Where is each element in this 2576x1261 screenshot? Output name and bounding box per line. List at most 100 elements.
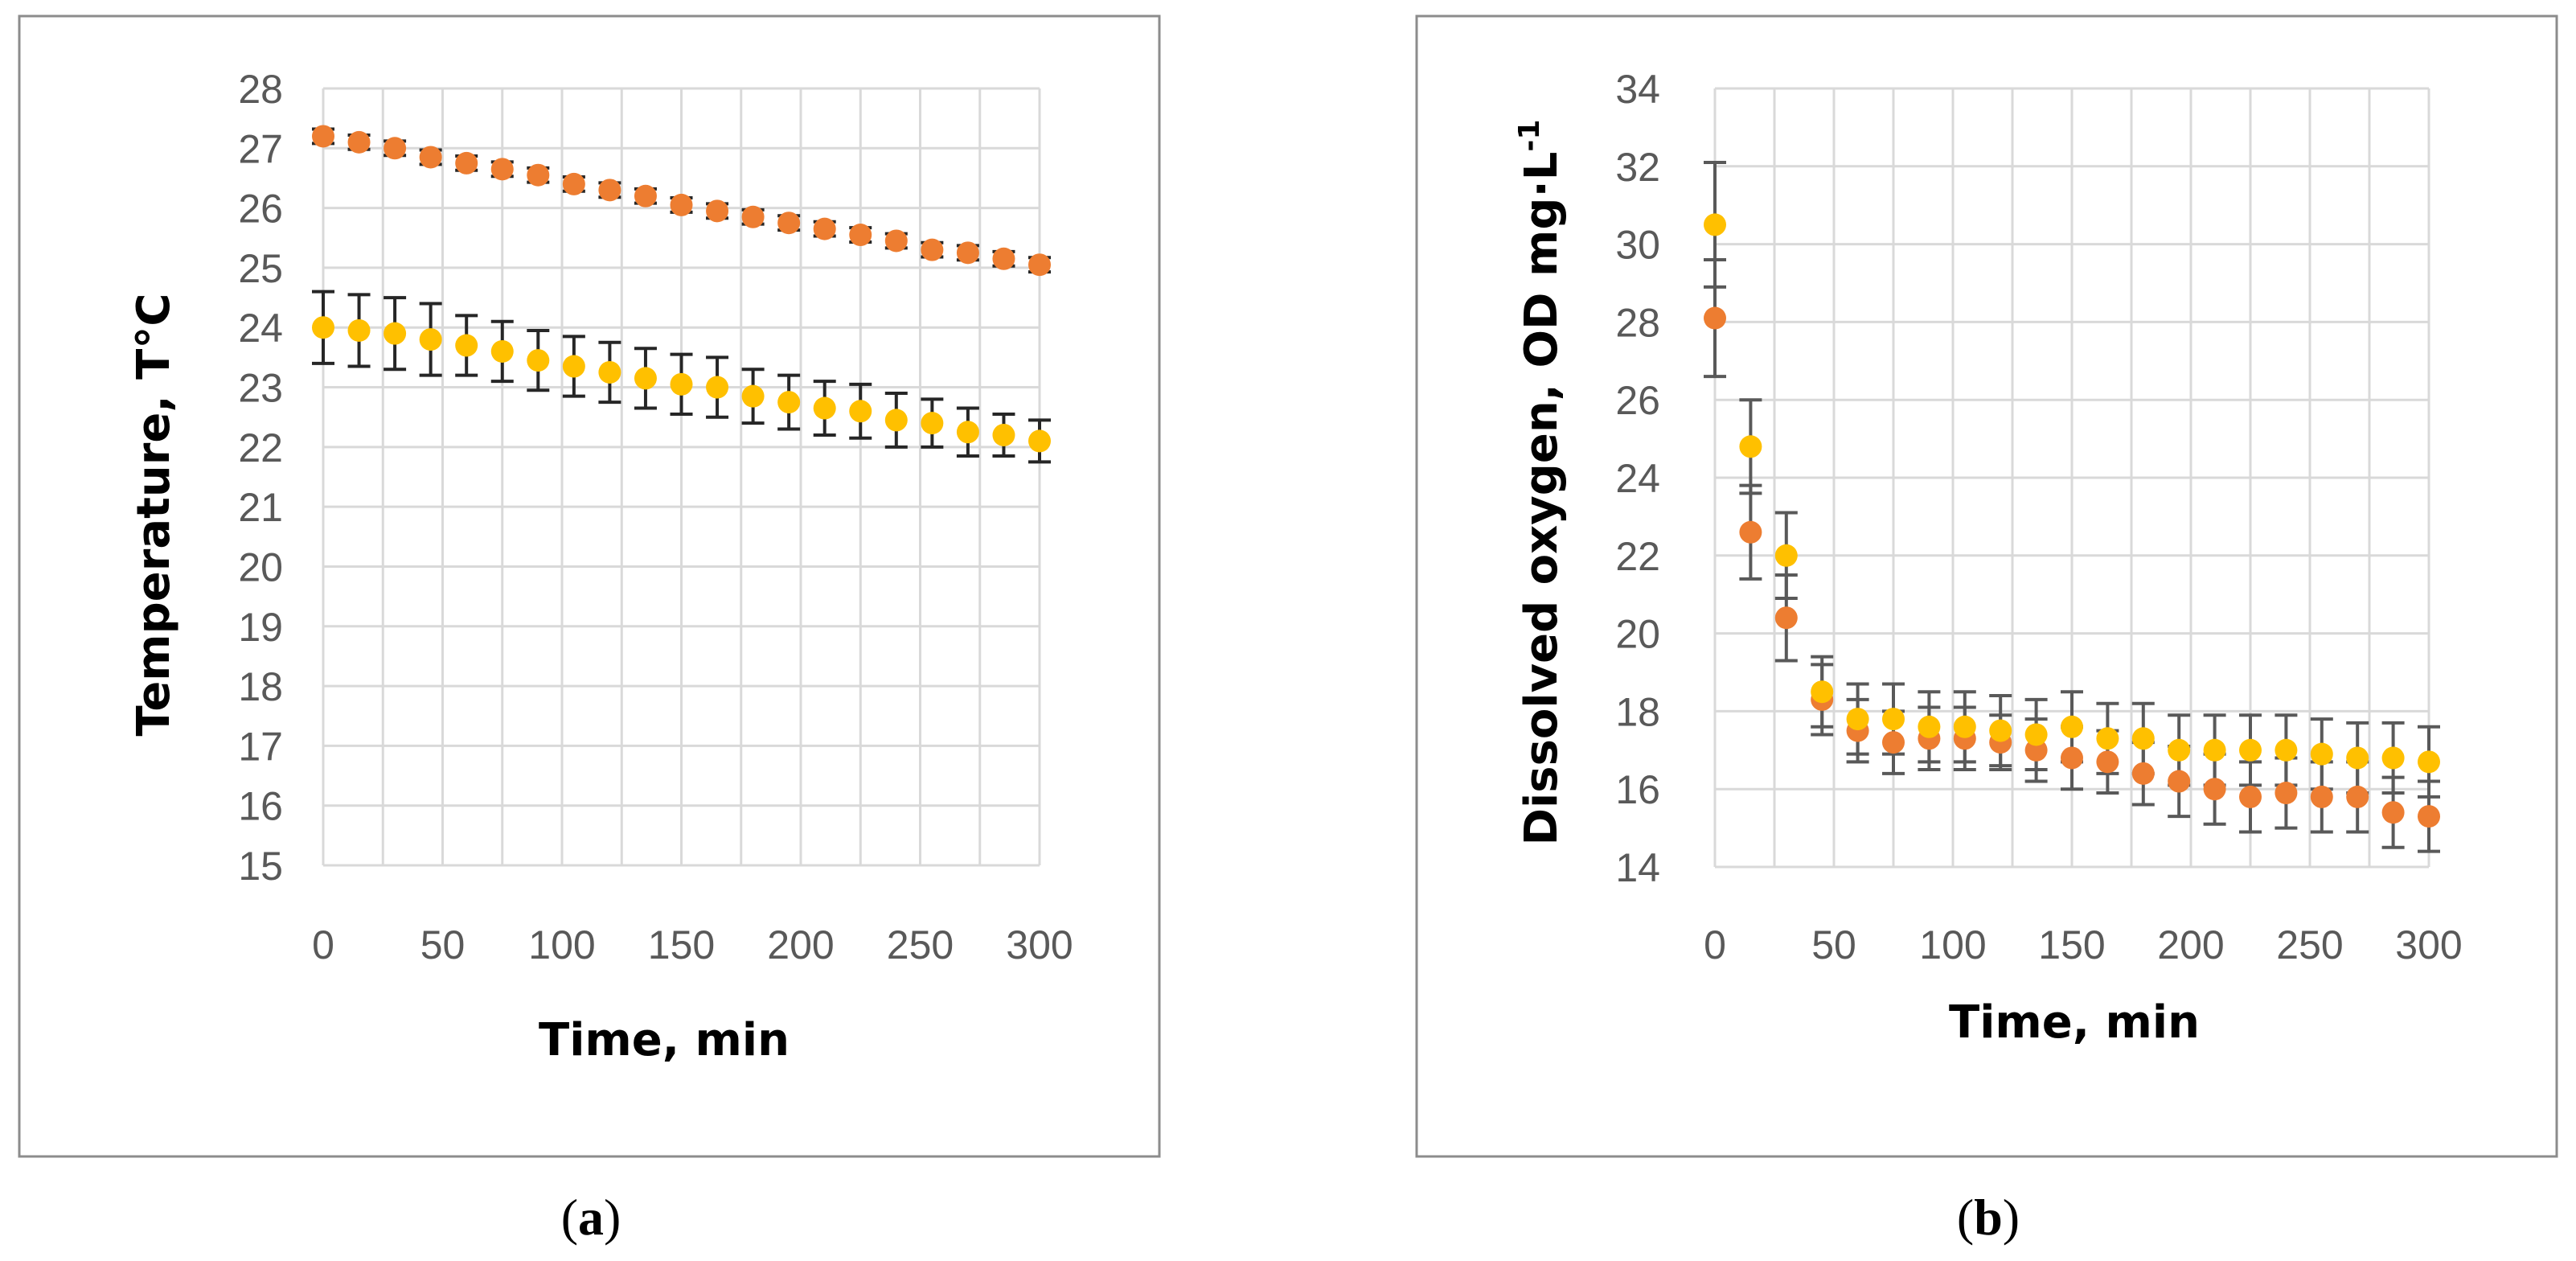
panel-a-series-1-point: [670, 193, 693, 216]
panel-a-series-2-point: [419, 328, 442, 351]
panel-b-series-2-point: [1774, 544, 1798, 567]
panel-a-series-2-point: [347, 318, 371, 342]
panel-b-series-1-point: [2239, 785, 2262, 808]
panel-b-series-2-point: [1918, 715, 1941, 738]
panel-b-x-tick-label: 0: [1704, 922, 1726, 967]
panel-a-series-1-point: [527, 163, 550, 187]
panel-b-series-2-point: [1811, 680, 1834, 704]
panel-a-y-tick-label: 22: [238, 425, 283, 470]
panel-a-caption-close: ): [604, 1189, 621, 1246]
panel-b-y-tick-label: 26: [1615, 378, 1660, 423]
panel-a-series-1-point: [813, 217, 836, 240]
panel-b-y-tick-label: 28: [1615, 300, 1660, 345]
panel-a-y-axis-title: Temperature, T°C: [128, 294, 180, 737]
panel-a-y-tick-label: 28: [238, 67, 283, 112]
panel-b-x-tick-label: 250: [2276, 922, 2343, 967]
panel-a-series-2-point: [813, 396, 836, 420]
panel-b-series-2-point: [2310, 742, 2333, 766]
panel-a-y-tick-label: 19: [238, 605, 283, 650]
panel-a-y-tick-label: 18: [238, 664, 283, 709]
panel-b-series-2-point: [1882, 708, 1905, 731]
panel-a-caption-open: (: [561, 1189, 578, 1246]
panel-b-series-1-point: [2418, 805, 2440, 828]
panel-a-series-1-point: [849, 224, 872, 247]
panel-a-series-2-point: [706, 376, 729, 399]
panel-b-y-axis-title-sup: -1: [1513, 120, 1546, 152]
panel-b-series-2-point: [2096, 727, 2119, 750]
panel-b-series-1-point: [2381, 801, 2405, 824]
panel-a-caption: (a): [561, 1189, 621, 1246]
panel-a-series-2-point: [884, 409, 908, 432]
panel-a-x-tick-label: 300: [1006, 922, 1073, 967]
panel-b-series-2-point: [2131, 727, 2155, 750]
panel-a-series-2-point: [956, 421, 979, 444]
panel-a-series-1-point: [490, 158, 514, 181]
panel-a-series-2-point: [562, 355, 585, 378]
panel-b-x-axis-title: Time, min: [1949, 996, 2200, 1049]
panel-b-series-2-point: [2239, 738, 2262, 762]
panel-a-x-tick-label: 100: [528, 922, 595, 967]
panel-a-y-tick-label: 17: [238, 724, 283, 769]
panel-a: 15 16 17 18 19 20 21 22 23 24 25 26 27 28 0 50 100 150 20…: [18, 14, 1161, 1158]
panel-b-series-2-point: [2381, 746, 2405, 770]
panel-b-x-tick-label: 100: [1919, 922, 1986, 967]
panel-b-caption-open: (: [1957, 1189, 1974, 1246]
panel-a-y-tick-label: 26: [238, 187, 283, 232]
panel-b-series-2-point: [1989, 719, 2012, 742]
panel-b-frame: [1415, 14, 2558, 1158]
panel-b-series-1-point: [2168, 770, 2191, 793]
panel-a-series-2-point: [1028, 429, 1051, 453]
panel-b-caption-letter: b: [1974, 1189, 2003, 1246]
panel-a-y-tick-label: 25: [238, 246, 283, 291]
panel-a-series-2-point: [490, 339, 514, 363]
panel-b-series-2-point: [2418, 750, 2440, 774]
panel-b-series-2-point: [2203, 738, 2226, 762]
panel-b-series-1-point: [1739, 520, 1762, 544]
panel-a-y-tick-label: 20: [238, 544, 283, 589]
panel-a-series-2-point: [849, 400, 872, 423]
panel-b-y-tick-label: 16: [1615, 767, 1660, 812]
panel-b-series-1-point: [1704, 306, 1726, 330]
panel-b-y-tick-labels: 14 16 18 20 22 24 26 28 30 32 34: [1615, 67, 1660, 890]
panel-a-x-tick-label: 200: [767, 922, 834, 967]
panel-b-series-2-point: [1953, 715, 1976, 738]
panel-a-gridlines: [322, 87, 1041, 867]
panel-b-y-tick-label: 14: [1615, 845, 1660, 890]
panel-a-series-2-point: [312, 316, 334, 339]
panel-b-x-tick-label: 200: [2157, 922, 2224, 967]
panel-a-y-tick-label: 16: [238, 784, 283, 829]
panel-a-series-2-point: [634, 367, 657, 390]
panel-a-series-2-point: [741, 384, 765, 408]
panel-b-series-1-point: [1774, 606, 1798, 630]
panel-a-frame: [18, 14, 1161, 1158]
panel-a-series-1-point: [598, 179, 621, 202]
panel-b-series-2-point: [2346, 746, 2369, 770]
panel-b-y-axis-title-main: Dissolved oxygen, OD mg·L: [1516, 152, 1568, 846]
panel-a-y-tick-label: 21: [238, 485, 283, 530]
panel-a-series-1-point: [706, 199, 729, 223]
panel-a-series-1-point: [312, 125, 334, 148]
panel-a-series-1-point: [992, 247, 1015, 270]
panel-a-series-1-point: [777, 212, 801, 235]
panel-b-y-tick-label: 30: [1615, 223, 1660, 268]
panel-a-y-tick-label: 15: [238, 844, 283, 889]
panel-a-series-1-point: [384, 137, 407, 160]
panel-a-caption-letter: a: [578, 1189, 604, 1246]
panel-a-y-tick-label: 24: [238, 306, 283, 351]
panel-a-series-2-point: [598, 360, 621, 384]
panel-a-y-tick-label: 23: [238, 366, 283, 411]
panel-b-series-2-point: [2275, 738, 2298, 762]
panel-a-series-2-point: [921, 412, 944, 435]
panel-b-series-1-point: [2275, 782, 2298, 805]
panel-b-series-1-point: [2310, 785, 2333, 808]
panel-a-series-1-point: [634, 184, 657, 207]
panel-b-series-2-point: [1846, 708, 1869, 731]
panel-a-x-tick-label: 250: [887, 922, 954, 967]
panel-b-series-1-point: [2131, 762, 2155, 785]
panel-b-series-2-point: [2168, 738, 2191, 762]
panel-a-series-2-point: [670, 372, 693, 396]
panel-b-series-1-point: [1882, 731, 1905, 754]
panel-a-x-tick-label: 0: [312, 922, 334, 967]
panel-b-x-tick-labels: 0 50 100 150 200 250 300: [1704, 922, 2463, 967]
